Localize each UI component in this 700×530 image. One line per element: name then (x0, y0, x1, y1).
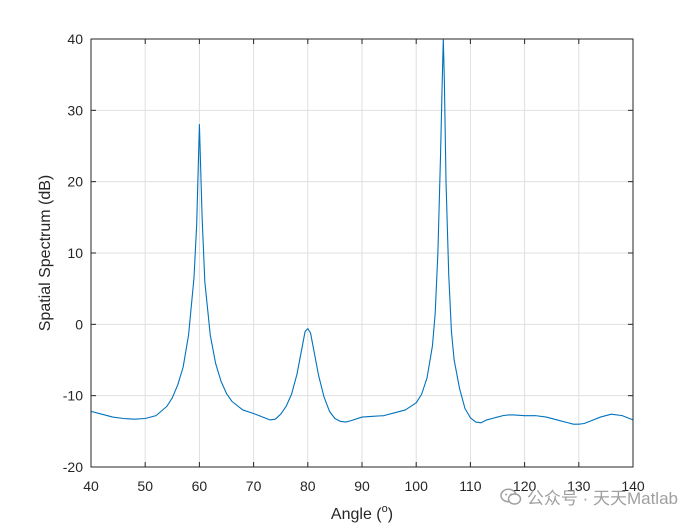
x-tick-label: 60 (192, 478, 208, 494)
tick-labels: 40 50 60 70 80 90 100 110 120 130 140 -20 -10 0 10 20 30… (63, 31, 645, 494)
grid (90, 38, 634, 468)
watermark-text: 公众号 · 天天Matlab (526, 489, 678, 508)
x-tick-label: 90 (354, 478, 370, 494)
x-tick-label: 120 (513, 478, 537, 494)
x-tick-label: 140 (621, 478, 645, 494)
x-tick-label: 130 (567, 478, 591, 494)
y-tick-label: 10 (67, 245, 83, 261)
y-tick-label: 20 (67, 174, 83, 190)
x-tick-label: 80 (300, 478, 316, 494)
y-tick-label: 40 (67, 31, 83, 47)
x-tick-label: 40 (83, 478, 99, 494)
wechat-icon (500, 488, 522, 505)
x-axis-label-main: Angle ( (331, 506, 382, 523)
x-tick-label: 100 (405, 478, 429, 494)
y-axis-label: Spatial Spectrum (dB) (37, 175, 54, 332)
x-tick-label: 70 (246, 478, 262, 494)
x-axis-label-suffix: ) (388, 506, 393, 523)
y-tick-label: 0 (75, 316, 83, 332)
x-tick-label: 110 (459, 478, 482, 494)
x-tick-label: 50 (137, 478, 153, 494)
series-layer (90, 38, 634, 425)
y-tick-label: -10 (63, 388, 83, 404)
x-axis-label: Angle (o) (331, 503, 393, 523)
watermark: 公众号 · 天天Matlab (500, 484, 678, 509)
y-tick-label: -20 (63, 459, 83, 475)
spectrum-line (90, 38, 634, 425)
ticks (90, 38, 634, 468)
x-axis-label-superscript: o (382, 503, 388, 515)
y-tick-label: 30 (67, 102, 83, 118)
